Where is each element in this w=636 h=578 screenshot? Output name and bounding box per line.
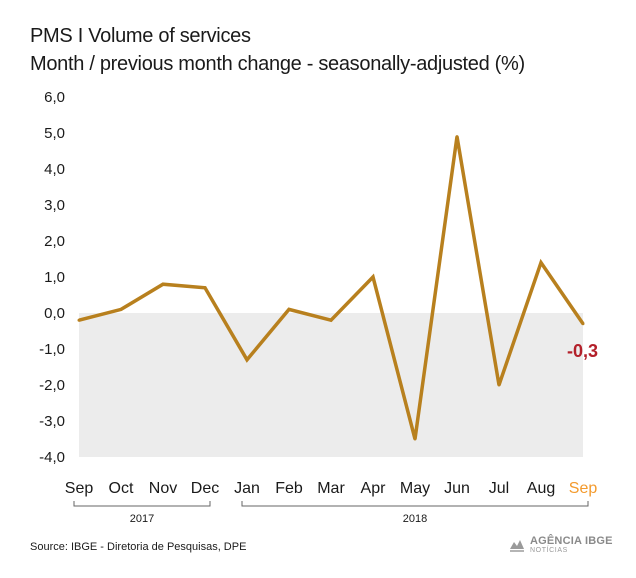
- negative-region-band: [79, 313, 583, 457]
- data-point: [539, 261, 543, 265]
- y-tick-label: 5,0: [44, 125, 65, 142]
- y-tick-label: 3,0: [44, 197, 65, 214]
- x-tick-label: Mar: [317, 480, 345, 497]
- line-chart: 6,05,04,03,02,01,00,0-1,0-2,0-3,0-4,0Sep…: [39, 89, 598, 525]
- chart-title: PMS I Volume of services: [30, 25, 251, 47]
- x-tick-label: Jul: [489, 480, 509, 497]
- y-tick-label: -2,0: [39, 377, 65, 394]
- y-tick-label: 4,0: [44, 161, 65, 178]
- x-tick-label: Nov: [149, 480, 177, 497]
- logo-text: AGÊNCIA IBGE: [530, 535, 613, 547]
- x-tick-label: Dec: [191, 480, 219, 497]
- data-point: [455, 135, 459, 139]
- year-bracket: [241, 501, 589, 507]
- x-tick-label: May: [400, 480, 430, 497]
- data-point: [287, 307, 291, 311]
- source-note: Source: IBGE - Diretoria de Pesquisas, D…: [30, 541, 247, 553]
- data-point: [371, 275, 375, 279]
- y-tick-label: -3,0: [39, 413, 65, 430]
- data-point: [203, 286, 207, 290]
- year-label: 2018: [403, 513, 427, 525]
- agencia-ibge-logo: AGÊNCIA IBGE NOTÍCIAS: [508, 534, 618, 558]
- x-tick-label: Feb: [275, 480, 303, 497]
- year-label: 2017: [130, 513, 154, 525]
- data-point: [497, 383, 501, 387]
- logo-subtext: NOTÍCIAS: [530, 547, 568, 554]
- data-point: [329, 318, 333, 322]
- x-tick-label: Jun: [444, 480, 470, 497]
- y-tick-label: 6,0: [44, 89, 65, 106]
- chart-subtitle: Month / previous month change - seasonal…: [30, 53, 525, 75]
- data-point: [119, 307, 123, 311]
- year-bracket: [73, 501, 211, 507]
- x-tick-label: Apr: [361, 480, 387, 497]
- data-point: [77, 318, 81, 322]
- y-tick-label: 2,0: [44, 233, 65, 250]
- data-point: [245, 358, 249, 362]
- last-value-label: -0,3: [567, 341, 598, 361]
- x-tick-label: Sep: [569, 480, 598, 497]
- x-tick-label: Sep: [65, 480, 94, 497]
- x-tick-label: Aug: [527, 480, 555, 497]
- y-tick-label: 1,0: [44, 269, 65, 286]
- y-tick-label: 0,0: [44, 305, 65, 322]
- data-point: [581, 322, 585, 326]
- x-tick-label: Jan: [234, 480, 260, 497]
- data-point: [161, 282, 165, 286]
- x-tick-label: Oct: [109, 480, 134, 497]
- y-tick-label: -4,0: [39, 449, 65, 466]
- ibge-logo-icon: [510, 540, 524, 552]
- y-tick-label: -1,0: [39, 341, 65, 358]
- data-point: [413, 437, 417, 441]
